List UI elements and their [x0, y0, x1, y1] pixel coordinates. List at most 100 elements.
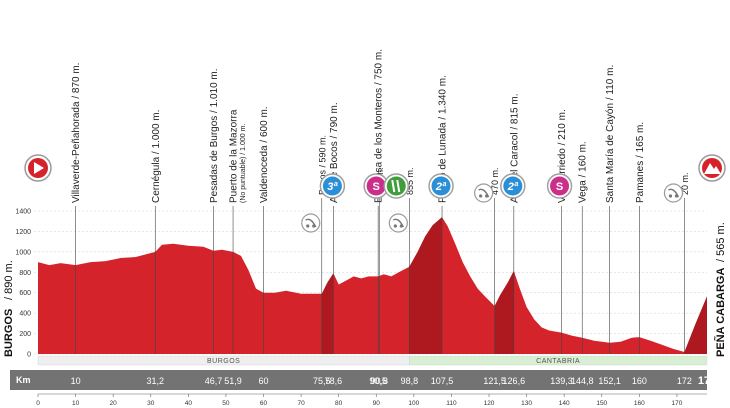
km-bar-background — [10, 370, 707, 390]
y-tick-label: 1000 — [15, 249, 31, 256]
descent-wheel — [399, 224, 403, 228]
descent-wheel — [306, 224, 310, 228]
descent-wheel — [674, 194, 679, 198]
km-bar-label: Km — [16, 375, 31, 385]
climb-band — [321, 217, 334, 354]
waypoint-label: Valdenoceda / 600 m. — [259, 106, 270, 203]
x-tick-label: 30 — [147, 400, 155, 407]
finish-name: PEÑA CABARGA — [714, 268, 727, 357]
descent-icon — [388, 213, 408, 233]
waypoint-sublabel: (No puntuable) / 1.000 m. — [240, 124, 247, 203]
x-axis: 0 10 20 30 40 50 60 70 80 90 100 110 120 130 140 150 160… — [36, 393, 707, 407]
y-tick-label: 400 — [19, 311, 31, 318]
descent-ring — [663, 183, 684, 203]
climb-band — [409, 217, 443, 354]
y-tick-label: 1400 — [15, 209, 31, 216]
descent-wheel — [312, 224, 316, 228]
km-marker: 172 — [677, 376, 692, 386]
x-tick-label: 20 — [110, 400, 118, 407]
climb-category-label: 3ª — [327, 181, 338, 193]
x-tick-label: 110 — [446, 400, 457, 407]
km-marker: 160 — [632, 376, 647, 386]
y-tick-label: 1200 — [15, 229, 31, 236]
y-tick-label: 800 — [19, 270, 31, 277]
km-marker: 31,2 — [146, 376, 164, 386]
x-tick-label: 0 — [36, 400, 40, 407]
sprint-letter: S — [372, 181, 379, 193]
descent-icon — [474, 183, 494, 203]
km-marker: 90,5 — [369, 376, 387, 386]
waypoint-label: 470 m. — [490, 167, 500, 195]
x-tick-label: 10 — [72, 400, 80, 407]
x-tick-label: 80 — [335, 400, 343, 407]
y-tick-label: 0 — [27, 352, 31, 359]
km-marker: 75,5 — [313, 376, 331, 386]
descent-wheel — [393, 224, 397, 228]
waypoint-label: 855 m. — [405, 167, 415, 195]
climb-category-label: 2ª — [507, 181, 519, 193]
badge-core — [366, 176, 386, 196]
sprint-icon: S — [363, 173, 389, 199]
sprint-icon: S — [546, 173, 573, 199]
climb-band — [684, 217, 707, 354]
start-flag-icon — [24, 154, 52, 182]
km-markers: 10 31,2 46,7 51,9 60 75,578,6 90,590,8 98,8 107,… — [71, 375, 717, 387]
km-marker: 126,6 — [503, 376, 526, 386]
badge-core — [431, 176, 451, 196]
descent-wheel — [668, 194, 673, 198]
km-marker: 178 — [698, 375, 716, 387]
km-marker: 90,8 — [370, 376, 388, 386]
km-marker: 10 — [71, 376, 81, 386]
climb-band — [494, 217, 514, 354]
waypoint-label: Villacarriedo / 210 m. — [557, 109, 568, 203]
descent-ring — [388, 213, 408, 233]
km-marker: 152,1 — [598, 376, 621, 386]
descent-ring — [301, 213, 321, 233]
descent-icon — [301, 213, 321, 233]
badge-core — [386, 176, 406, 196]
x-tick-label: 70 — [297, 400, 305, 407]
x-tick-label: 140 — [559, 400, 570, 407]
km-marker: 78,6 — [325, 376, 343, 386]
x-tick-label: 40 — [185, 400, 193, 407]
region-cantabria — [409, 355, 708, 366]
waypoints: Villaverde-Peñahorada / 870 m. Cernégula … — [71, 49, 690, 354]
waypoint-label: Alto del Caracol / 815 m. — [509, 94, 520, 204]
x-tick-label: 90 — [373, 400, 381, 407]
waypoint-label: Alto de Bocos / 790 m. — [329, 102, 340, 203]
waypoint-label: Vega / 160 m. — [578, 141, 589, 203]
waypoint-label: Santa María de Cayón / 110 m. — [605, 65, 616, 203]
region-label: CANTABRIA — [536, 358, 580, 365]
feed-zone-glyph — [391, 179, 401, 193]
km-marker: 107,5 — [431, 376, 454, 386]
x-tick-label: 120 — [484, 400, 495, 407]
km-marker: 60 — [258, 376, 268, 386]
km-marker: 144,8 — [571, 376, 594, 386]
badges: 3ª 2ª 2ª S S — [301, 173, 684, 233]
finish-altitude: / 565 m. — [715, 222, 727, 262]
x-tick-label: 150 — [596, 400, 607, 407]
y-tick-label: 600 — [19, 290, 31, 297]
region-band: BURGOS CANTABRIA — [37, 355, 708, 366]
x-tick-label: 60 — [260, 400, 268, 407]
x-tick-label: 170 — [672, 400, 683, 407]
x-tick-label: 130 — [521, 400, 532, 407]
waypoint-label: Bocos / 590 m. — [317, 135, 327, 195]
finish-marker: PEÑA CABARGA / 565 m. — [698, 154, 727, 357]
x-tick-label: 50 — [222, 400, 230, 407]
descent-ring — [474, 183, 494, 203]
waypoint-label: Espinosa de los Monteros / 750 m. — [374, 49, 385, 203]
x-tick-label: 100 — [408, 400, 419, 407]
climb-category-icon: 2ª — [500, 173, 526, 199]
km-marker: 46,7 — [205, 376, 223, 386]
descent-icon — [663, 183, 684, 203]
climb-category-icon: 2ª — [428, 173, 454, 199]
start-name: BURGOS — [3, 309, 15, 357]
region-label: BURGOS — [207, 358, 240, 365]
waypoint-label: Portillo de Lunada / 1.340 m. — [438, 75, 449, 203]
climb-category-label: 2ª — [435, 181, 447, 193]
waypoint-label: 20 m. — [680, 172, 690, 195]
elevation-profile — [38, 217, 707, 354]
climb-category-icon: 3ª — [319, 173, 346, 199]
